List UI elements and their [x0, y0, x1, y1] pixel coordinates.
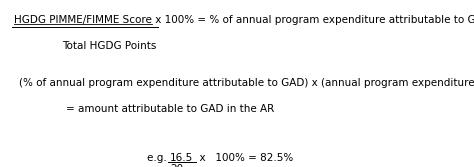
Text: 20: 20	[170, 164, 183, 167]
Text: x 100% = % of annual program expenditure attributable to GAD: x 100% = % of annual program expenditure…	[152, 15, 474, 25]
Text: 16.5: 16.5	[170, 153, 193, 163]
Text: x   100% = 82.5%: x 100% = 82.5%	[193, 153, 293, 163]
Text: e.g.: e.g.	[147, 153, 170, 163]
Text: (% of annual program expenditure attributable to GAD) x (annual program expendit: (% of annual program expenditure attribu…	[19, 78, 474, 88]
Text: HGDG PIMME/FIMME Score: HGDG PIMME/FIMME Score	[14, 15, 152, 25]
Text: Total HGDG Points: Total HGDG Points	[62, 41, 156, 51]
Text: = amount attributable to GAD in the AR: = amount attributable to GAD in the AR	[66, 104, 274, 114]
